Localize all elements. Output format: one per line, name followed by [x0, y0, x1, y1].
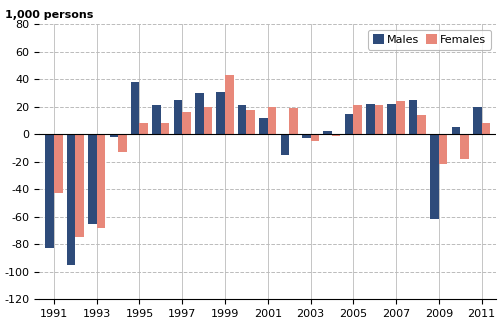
Bar	[131, 82, 139, 134]
Bar	[139, 123, 148, 134]
Bar	[416, 115, 425, 134]
Bar	[459, 134, 468, 159]
Bar	[374, 105, 382, 134]
Bar	[45, 134, 54, 248]
Bar	[118, 134, 126, 152]
Bar	[203, 107, 212, 134]
Bar	[438, 134, 446, 164]
Bar	[387, 104, 395, 134]
Bar	[216, 92, 224, 134]
Bar	[109, 134, 118, 137]
Bar	[88, 134, 97, 224]
Bar	[408, 100, 416, 134]
Bar	[302, 134, 310, 138]
Bar	[267, 107, 276, 134]
Legend: Males, Females: Males, Females	[367, 30, 490, 49]
Bar	[259, 118, 267, 134]
Bar	[246, 109, 255, 134]
Bar	[97, 134, 105, 228]
Bar	[195, 93, 203, 134]
Bar	[451, 127, 459, 134]
Bar	[289, 108, 297, 134]
Bar	[323, 131, 331, 134]
Bar	[280, 134, 289, 155]
Bar	[310, 134, 319, 141]
Text: 1,000 persons: 1,000 persons	[5, 10, 93, 20]
Bar	[480, 123, 489, 134]
Bar	[237, 105, 246, 134]
Bar	[365, 104, 374, 134]
Bar	[224, 75, 233, 134]
Bar	[353, 105, 361, 134]
Bar	[472, 107, 480, 134]
Bar	[331, 134, 340, 136]
Bar	[54, 134, 63, 193]
Bar	[173, 100, 182, 134]
Bar	[429, 134, 438, 219]
Bar	[152, 105, 160, 134]
Bar	[344, 114, 353, 134]
Bar	[67, 134, 75, 265]
Bar	[395, 101, 404, 134]
Bar	[160, 123, 169, 134]
Bar	[182, 112, 190, 134]
Bar	[75, 134, 84, 237]
